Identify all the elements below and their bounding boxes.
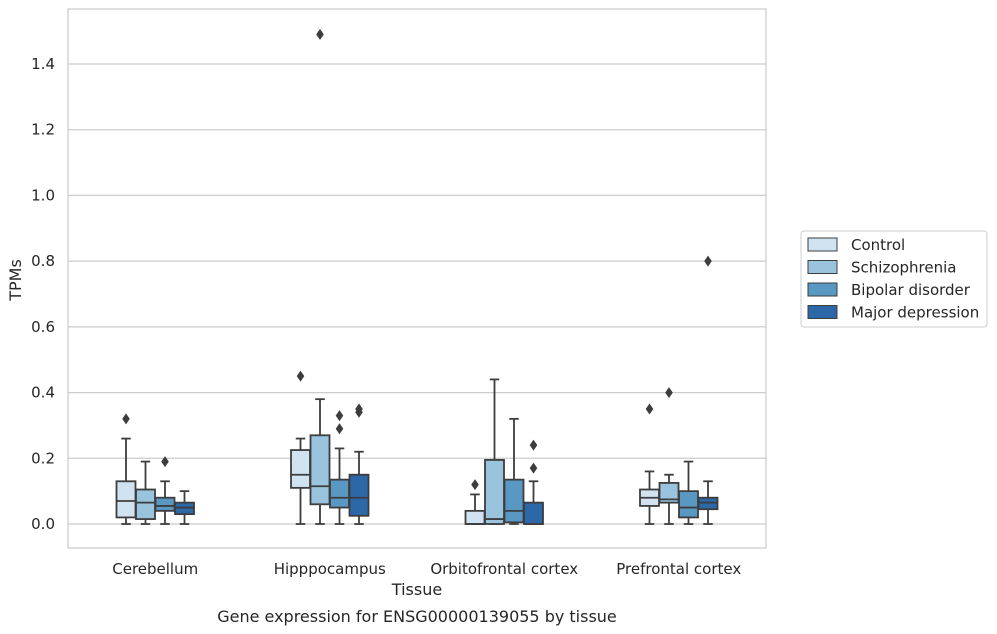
legend-swatch [807, 282, 838, 297]
box-group [154, 456, 176, 525]
box [135, 488, 156, 520]
y-tick-label: 1.4 [31, 55, 55, 73]
box [464, 509, 486, 525]
box [115, 480, 137, 519]
outlier-point [529, 462, 538, 474]
legend: Control Schizophrenia Bipolar disorder Majo… [800, 230, 988, 328]
box-group [697, 255, 719, 525]
plot-area-frame [67, 8, 767, 549]
box-group [135, 460, 156, 525]
y-tick-label: 1.0 [31, 186, 55, 204]
x-tick-label: Prefrontal cortex [616, 560, 741, 578]
outlier-point [704, 255, 712, 267]
legend-label: Bipolar disorder [851, 281, 971, 299]
outlier-point [335, 423, 344, 435]
legend-swatch [807, 260, 838, 274]
outlier-point [296, 370, 305, 382]
x-axis-ticks: Cerebellum Hipppocampus Orbitofrontal cort… [112, 560, 741, 578]
box-group [484, 378, 505, 525]
box [503, 478, 525, 524]
box-group [309, 28, 331, 525]
y-tick-label: 0.0 [31, 515, 55, 533]
boxes [115, 28, 719, 525]
gridlines [68, 63, 766, 525]
box-group [639, 403, 660, 525]
box [348, 473, 370, 517]
legend-frame [800, 230, 988, 328]
box-group [174, 490, 195, 525]
box-group [658, 387, 680, 525]
y-tick-label: 0.4 [31, 384, 55, 402]
outlier-point [122, 413, 130, 425]
y-tick-label: 0.6 [31, 318, 55, 336]
x-tick-label: Orbitofrontal cortex [430, 560, 578, 578]
x-axis-label: Tissue [391, 580, 442, 599]
box-group [464, 479, 486, 525]
legend-label: Control [851, 236, 905, 254]
x-tick-label: Hipppocampus [274, 560, 386, 578]
outlier-point [645, 403, 654, 415]
box-group [329, 410, 350, 525]
legend-swatch [807, 305, 838, 319]
box [523, 501, 544, 525]
y-axis-ticks: 0.0 0.2 0.4 0.6 0.8 1.0 1.2 1.4 [31, 55, 55, 533]
outlier-point [316, 28, 324, 40]
box [484, 459, 505, 525]
y-tick-label: 0.8 [31, 252, 55, 270]
box [154, 496, 176, 512]
box [290, 449, 311, 489]
box-group [523, 439, 544, 525]
box [678, 490, 699, 519]
outlier-point [529, 439, 538, 451]
outlier-point [665, 387, 673, 399]
y-tick-label: 1.2 [31, 121, 55, 139]
chart-caption: Gene expression for ENSG00000139055 by t… [217, 607, 617, 626]
box-group [115, 413, 137, 525]
box-group [290, 370, 311, 525]
legend-items: Control Schizophrenia Bipolar disorder Majo… [807, 236, 979, 322]
x-tick-label: Cerebellum [112, 560, 198, 578]
legend-label: Schizophrenia [851, 259, 956, 277]
box [309, 434, 331, 506]
box-group [503, 417, 525, 525]
box-group [678, 460, 699, 525]
outlier-point [355, 403, 363, 415]
y-axis-label: TPMs [6, 259, 25, 302]
legend-swatch [807, 237, 838, 252]
box-group [348, 403, 370, 525]
box [329, 478, 350, 509]
legend-label: Major depression [851, 304, 979, 322]
y-tick-label: 0.2 [31, 449, 55, 467]
outlier-point [471, 479, 479, 491]
outlier-point [161, 456, 169, 468]
outlier-point [335, 410, 344, 422]
